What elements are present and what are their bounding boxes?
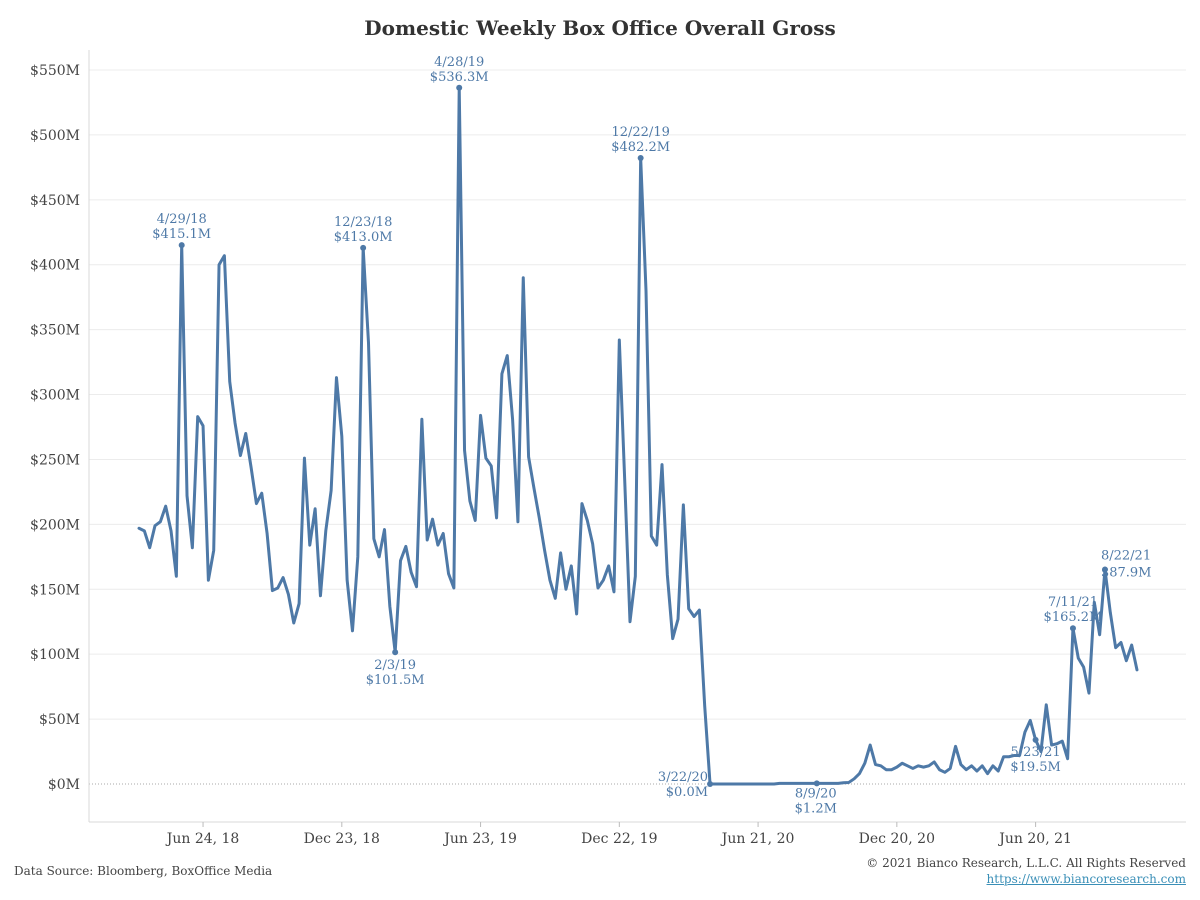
x-tick-label: Jun 23, 19: [442, 831, 517, 847]
y-tick-label: $500M: [30, 128, 80, 144]
series-layer: [137, 86, 1139, 786]
annotation-date: 8/9/20: [795, 786, 837, 801]
annotation-marker: [360, 244, 367, 251]
annotation-marker: [392, 649, 399, 656]
y-tick-label: $550M: [30, 63, 80, 79]
y-tick-label: $400M: [30, 258, 80, 274]
y-tick-label: $300M: [30, 388, 80, 404]
annotation-value: $1.2M: [795, 801, 837, 816]
y-tick-label: $450M: [30, 193, 80, 209]
x-tick-label: Jun 24, 18: [165, 831, 240, 847]
x-tick-label: Dec 22, 19: [581, 831, 657, 847]
annotation-date: 12/23/18: [334, 215, 392, 230]
annotation-marker: [178, 242, 185, 249]
annotation-marker: [456, 84, 463, 91]
x-tick-label: Jun 21, 20: [720, 831, 795, 847]
annotation-date: 12/22/19: [611, 125, 669, 140]
axis-layer: $0M $50M $100M $150M $200M $250M $300M $350M $40…: [30, 50, 1186, 847]
annotation-date: 4/28/19: [434, 55, 484, 70]
annotation-date: 2/3/19: [374, 658, 416, 673]
chart-title: Domestic Weekly Box Office Overall Gross: [364, 16, 836, 40]
annotation-marker: [1069, 625, 1076, 632]
copyright-note: © 2021 Bianco Research, L.L.C. All Right…: [866, 856, 1186, 870]
website-link[interactable]: https://www.biancoresearch.com: [986, 872, 1186, 886]
y-tick-label: $150M: [30, 582, 80, 598]
series-line-weekly-gross: [137, 86, 1139, 786]
annotation-marker: [707, 781, 714, 787]
annotation-value: $0.0M: [666, 785, 708, 800]
annotation-marker: [637, 155, 644, 162]
x-tick-label: Dec 20, 20: [859, 831, 935, 847]
annotation-marker: [813, 780, 820, 787]
x-tick-label: Jun 20, 21: [997, 831, 1072, 847]
annotation-value: $415.1M: [152, 227, 211, 242]
annotation-value: $413.0M: [334, 230, 393, 245]
annotation-value: $165.2M: [1044, 610, 1103, 625]
annotation-marker: [1032, 736, 1039, 743]
y-tick-label: $200M: [30, 517, 80, 533]
annotation-value: $536.3M: [430, 70, 489, 85]
y-tick-label: $350M: [30, 323, 80, 339]
y-tick-label: $50M: [39, 712, 80, 728]
data-source-note: Data Source: Bloomberg, BoxOffice Media: [14, 864, 273, 878]
annotation-date: 4/29/18: [157, 212, 207, 227]
y-tick-label: $250M: [30, 452, 80, 468]
annotation-date: 3/22/20: [658, 770, 708, 785]
y-tick-label: $100M: [30, 647, 80, 663]
annotation-value: $482.2M: [611, 140, 670, 155]
x-tick-label: Dec 23, 18: [304, 831, 380, 847]
annotation-value: $101.5M: [366, 673, 425, 688]
y-tick-label: $0M: [48, 777, 80, 793]
annotation-date: 7/11/21: [1048, 595, 1098, 610]
annotation-date: 5/23/21: [1011, 745, 1061, 760]
annotation-layer: 4/29/18$415.1M 12/23/18$413.0M 2/3/19$101.…: [152, 55, 1151, 817]
annotation-date: 8/22/21: [1101, 549, 1151, 564]
annotation-value: $19.5M: [1010, 760, 1061, 775]
annotation-value: $87.9M: [1101, 566, 1152, 581]
annotation-marker: [1101, 566, 1108, 573]
